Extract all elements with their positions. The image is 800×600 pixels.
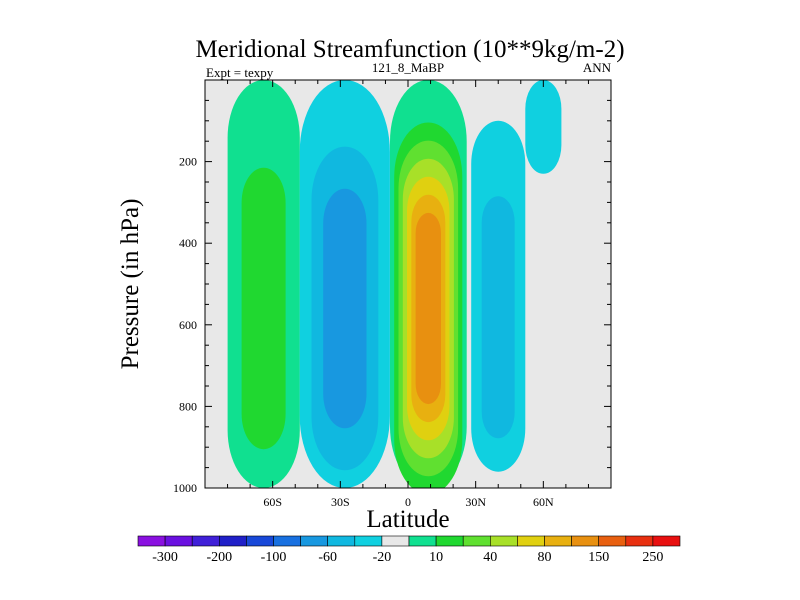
colorbar-label: 40	[483, 550, 497, 565]
x-tick-label: 0	[405, 495, 411, 509]
northern-ferrel-cell-level--40	[481, 196, 515, 439]
axis-ticks	[204, 79, 612, 489]
colorbar-swatch	[462, 535, 491, 547]
y-tick-label: 200	[179, 155, 197, 169]
colorbar	[137, 535, 681, 547]
colorbar-swatch	[164, 535, 193, 547]
colorbar-swatch	[273, 535, 301, 547]
x-tick-label: 60S	[263, 495, 282, 509]
colorbar-swatch	[408, 535, 437, 547]
y-tick-label: 1000	[173, 481, 197, 495]
x-tick-label: 30N	[465, 495, 486, 509]
colorbar-swatch	[354, 535, 383, 547]
southern-ferrel-cell-level--60	[323, 188, 367, 429]
run-label: 121_8_MaBP	[372, 60, 444, 75]
colorbar-swatch	[300, 535, 329, 547]
colorbar-label: -200	[206, 550, 232, 565]
northern-upper-cell-level--20	[525, 80, 562, 174]
colorbar-swatch	[137, 535, 166, 547]
colorbar-swatch	[219, 535, 247, 547]
colorbar-swatch	[191, 535, 220, 547]
colorbar-label: 250	[642, 550, 663, 565]
colorbar-swatch	[327, 535, 356, 547]
colorbar-label: 150	[588, 550, 609, 565]
colorbar-label: 80	[538, 550, 552, 565]
colorbar-swatch	[652, 535, 681, 547]
y-tick-label: 400	[179, 236, 197, 250]
colorbar-swatch	[489, 535, 518, 547]
y-tick-label: 800	[179, 399, 197, 413]
colorbar-swatch	[246, 535, 274, 547]
x-axis-label: Latitude	[366, 506, 449, 533]
colorbar-label: 10	[429, 550, 443, 565]
colorbar-swatch	[598, 535, 627, 547]
colorbar-swatch	[435, 535, 464, 547]
chart-title: Meridional Streamfunction (10**9kg/m-2)	[195, 36, 624, 63]
y-tick-label: 600	[179, 318, 197, 332]
colorbar-label: -100	[261, 550, 287, 565]
colorbar-swatch	[625, 535, 654, 547]
season-label: ANN	[583, 60, 612, 75]
experiment-label: Expt = texpy	[206, 65, 274, 80]
colorbar-swatch	[544, 535, 572, 547]
colorbar-swatch	[571, 535, 599, 547]
y-axis-label: Pressure (in hPa)	[117, 199, 144, 370]
colorbar-swatch	[381, 535, 410, 547]
hadley-cell-level-200	[415, 212, 441, 405]
colorbar-label: -20	[373, 550, 392, 565]
colorbar-label: -300	[152, 550, 178, 565]
x-tick-label: 30S	[331, 495, 350, 509]
x-tick-label: 60N	[533, 495, 554, 509]
colorbar-labels: -300 -200 -100 -60 -20 10 40 80 150 250	[152, 550, 663, 565]
southern-high-lat-cell-level-40	[241, 167, 286, 450]
plot-frame	[204, 79, 612, 489]
colorbar-label: -60	[318, 550, 337, 565]
contour-fields	[227, 80, 562, 488]
axis-tick-labels: 60S 30S 0 30N 60N 200 400 600 800 1000	[173, 155, 554, 509]
colorbar-swatch	[517, 535, 545, 547]
